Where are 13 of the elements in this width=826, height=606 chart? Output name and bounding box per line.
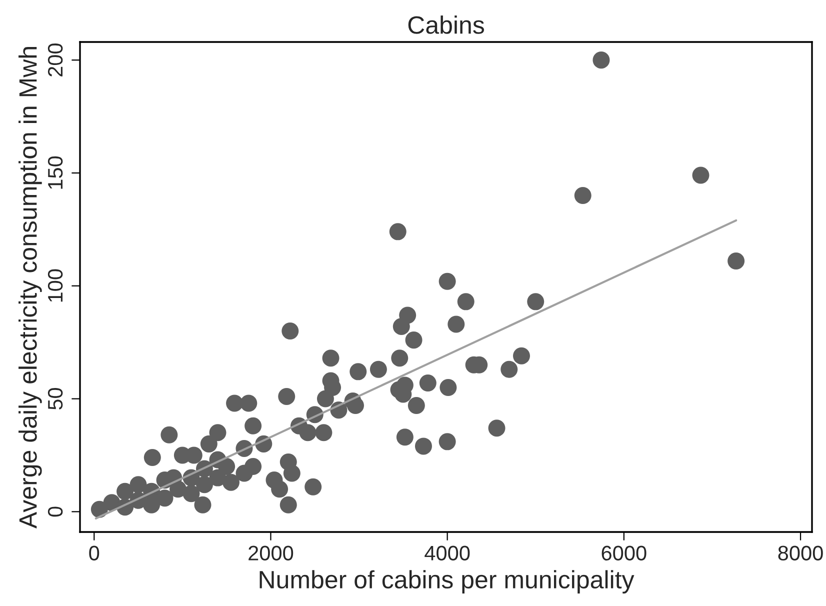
y-tick-label: 50 [48,388,63,410]
y-axis-title: Averge daily electricity consumption in Mwh [18,47,42,528]
chart-title: Cabins [408,16,484,34]
x-tick-label: 0 [89,546,100,560]
x-tick-label: 8000 [778,546,823,560]
y-tick-label: 200 [48,44,63,76]
x-tick-label: 4000 [424,546,470,560]
y-tick-label: 100 [48,269,63,302]
y-tick-label: 0 [48,506,63,517]
x-axis-title: Number of cabins per municipality [260,570,634,594]
x-tick-label: 2000 [248,546,294,560]
y-tick-label: 150 [48,156,63,189]
x-tick-label: 6000 [602,546,646,560]
